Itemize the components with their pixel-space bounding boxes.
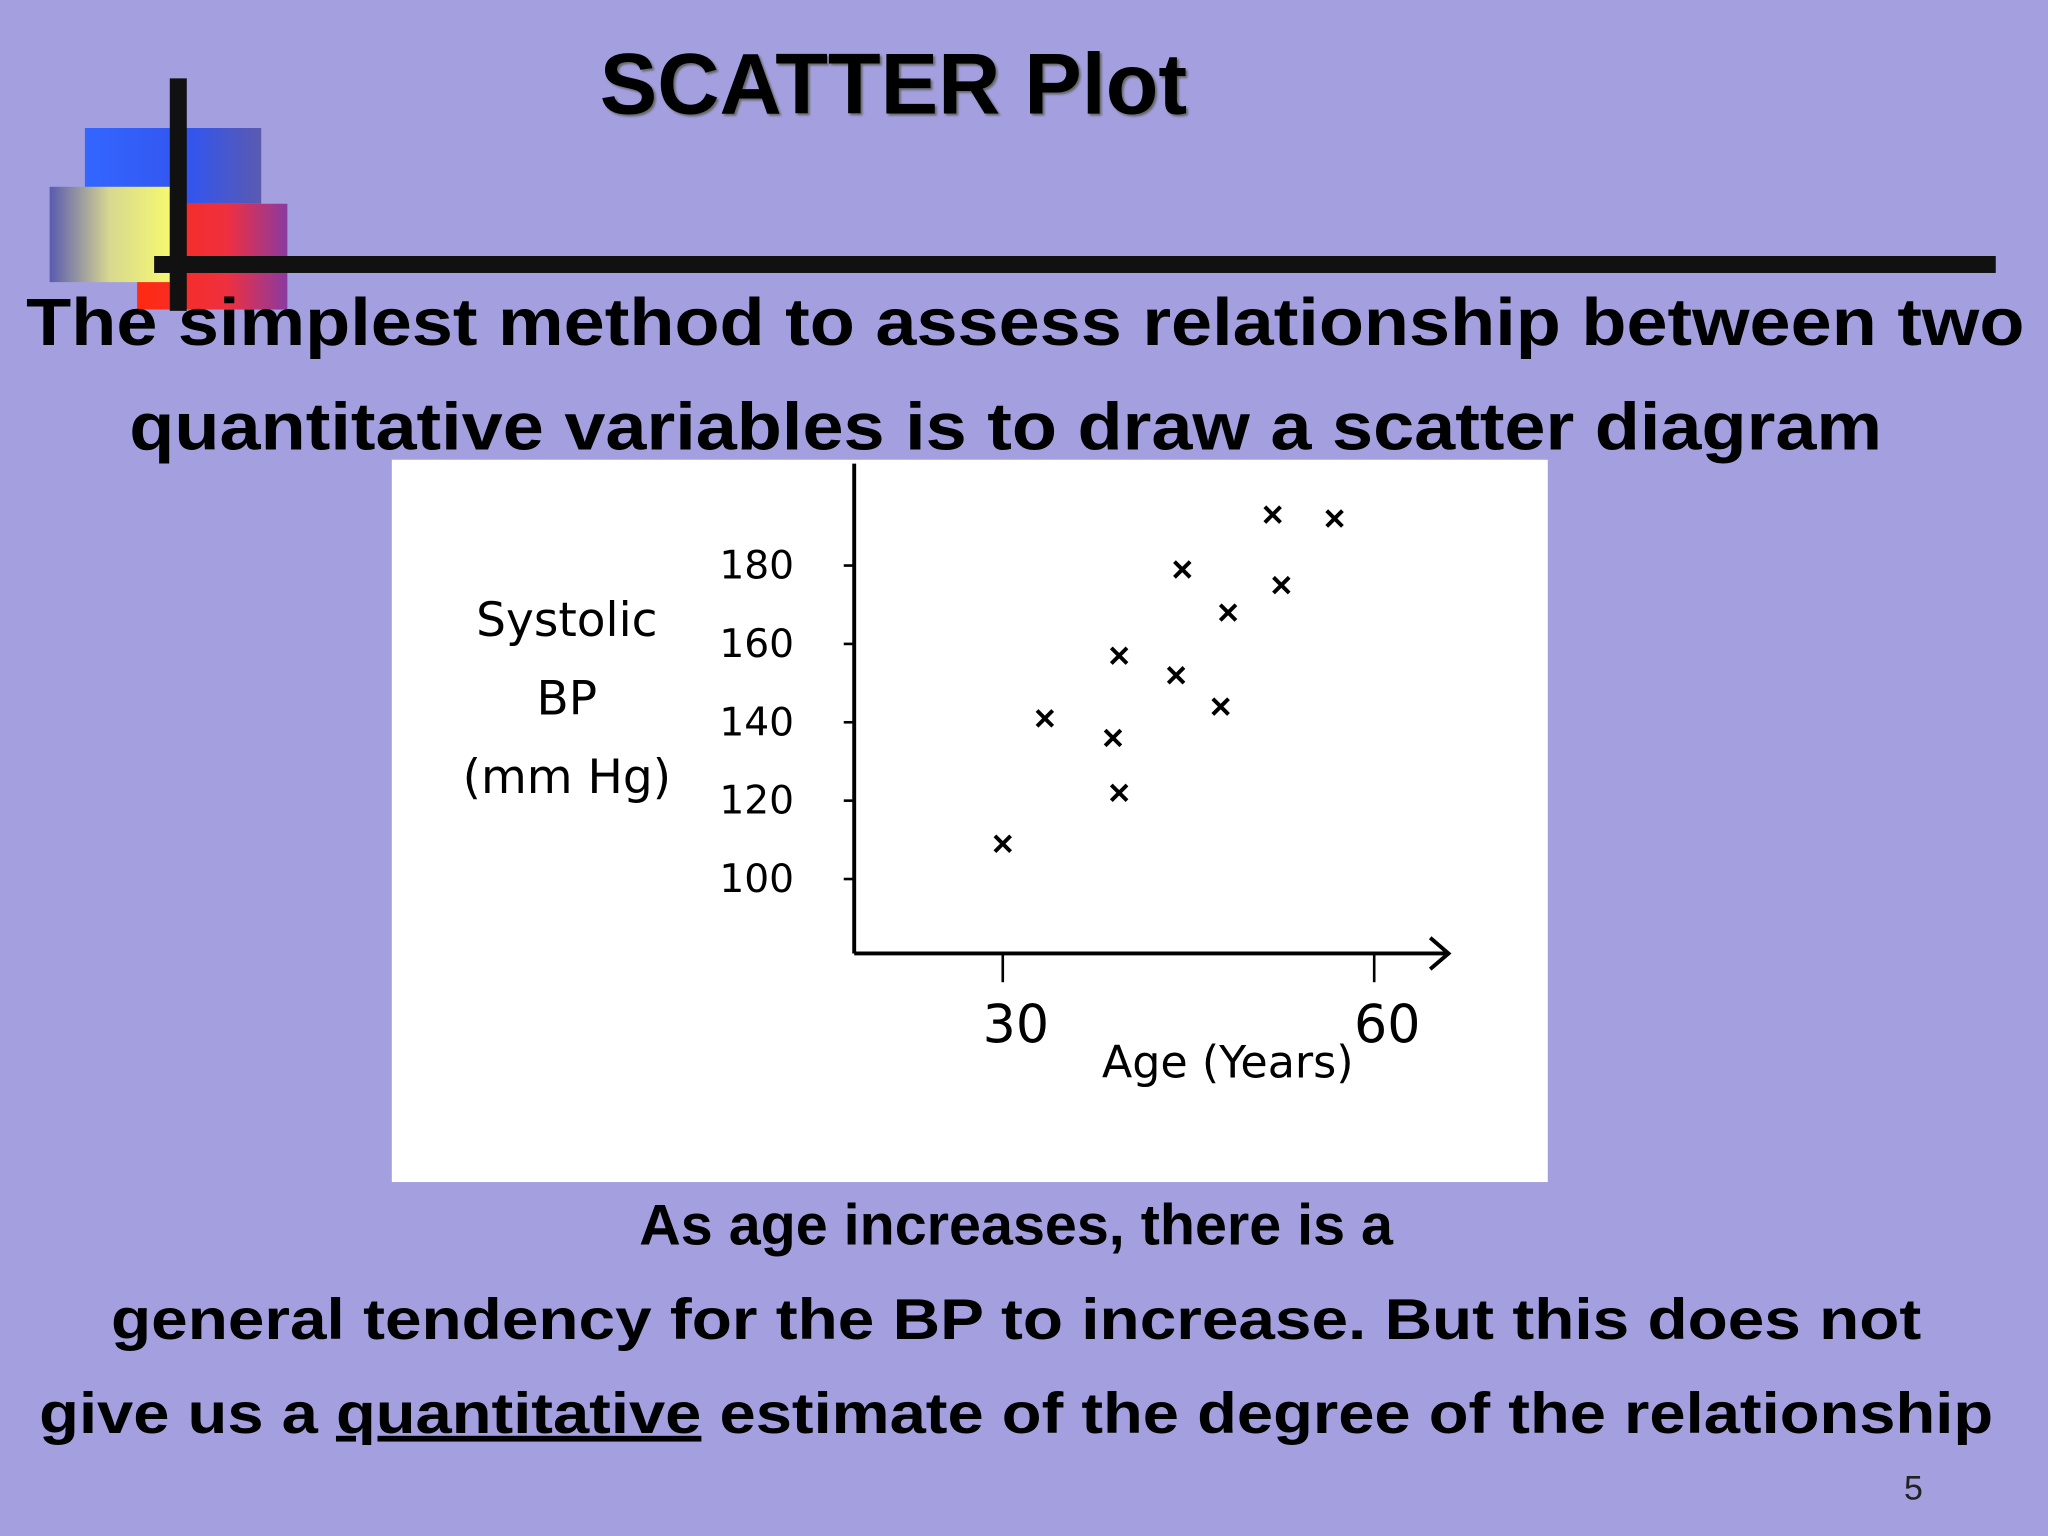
scatter-point xyxy=(1173,560,1192,579)
caption-text: give us a xyxy=(39,1382,336,1446)
y-tick-label: 140 xyxy=(719,700,794,745)
y-tick-label: 160 xyxy=(719,622,794,667)
scatter-point xyxy=(1211,697,1230,716)
chart-area xyxy=(391,459,1548,1183)
caption-text: estimate of the degree of the relationsh… xyxy=(701,1382,1993,1446)
scatter-point xyxy=(1109,783,1129,803)
x-axis-arrow xyxy=(1428,936,1452,971)
x-tick-label: 30 xyxy=(983,995,1049,1055)
x-tick-label: 60 xyxy=(1354,995,1420,1055)
y-axis-label: (mm Hg) xyxy=(463,750,671,805)
intro-line: quantitative variables is to draw a scat… xyxy=(129,390,1882,464)
scatter-point xyxy=(1325,509,1344,528)
scatter-point xyxy=(1109,646,1129,665)
caption-line: give us a quantitative estimate of the d… xyxy=(39,1382,1993,1446)
deco-bar xyxy=(154,255,1996,273)
caption-line: As age increases, there is a xyxy=(639,1194,1394,1258)
caption-emphasis: quantitative xyxy=(336,1382,701,1446)
intro-line: The simplest method to assess relationsh… xyxy=(26,286,2024,360)
scatter-point xyxy=(1166,666,1186,685)
caption-line: general tendency for the BP to increase.… xyxy=(111,1288,1921,1352)
page-number: 5 xyxy=(1904,1469,1923,1507)
y-axis-label: Systolic xyxy=(476,593,657,648)
scatter-point xyxy=(1263,505,1282,524)
y-tick-label: 120 xyxy=(719,779,794,824)
slide-title: SCATTER Plot xyxy=(600,37,1187,133)
slide-content: SCATTER Plot The simplest method to asse… xyxy=(26,37,2024,1508)
scatter-point xyxy=(993,834,1012,853)
deco-block xyxy=(49,186,170,283)
y-tick-label: 100 xyxy=(719,857,794,902)
scatter-point xyxy=(1103,728,1123,748)
y-axis-label: BP xyxy=(537,671,598,726)
x-axis-label: Age (Years) xyxy=(1102,1038,1354,1089)
scatter-point xyxy=(1035,709,1055,728)
scatter-point xyxy=(1218,603,1238,622)
deco-bar xyxy=(169,78,187,311)
scatter-point xyxy=(1272,575,1291,595)
y-tick-label: 180 xyxy=(719,544,794,589)
